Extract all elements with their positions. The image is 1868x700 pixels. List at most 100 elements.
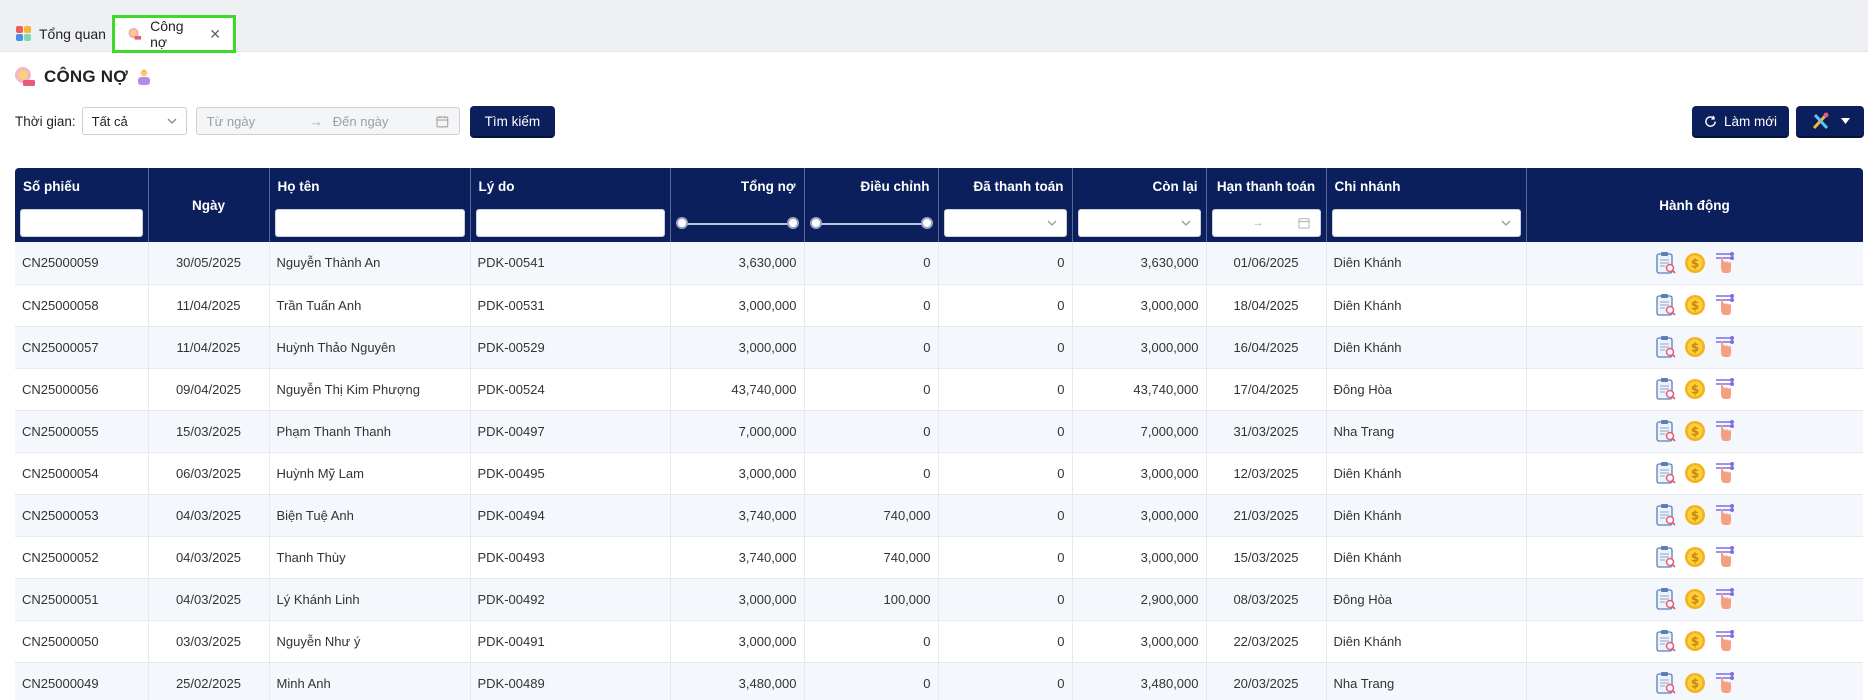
adjust-hand-icon[interactable] [1713, 419, 1735, 443]
view-detail-icon[interactable] [1655, 671, 1677, 695]
filter-con-lai-select[interactable] [1077, 208, 1201, 237]
view-detail-icon[interactable] [1655, 461, 1677, 485]
filter-ly-do-input[interactable] [475, 208, 665, 237]
cell-ly-do: PDK-00524 [470, 368, 671, 411]
view-detail-icon[interactable] [1655, 377, 1677, 401]
dashboard-icon [16, 26, 31, 41]
refresh-button[interactable]: Làm mới [1692, 106, 1789, 136]
cell-so-phieu: CN25000050 [15, 620, 149, 663]
payment-coin-icon[interactable]: $ [1684, 629, 1706, 653]
cell-so-phieu: CN25000054 [15, 452, 149, 495]
filter-chi-nhanh-select[interactable] [1331, 208, 1521, 237]
payment-coin-icon[interactable]: $ [1684, 503, 1706, 527]
payment-coin-icon[interactable]: $ [1684, 293, 1706, 317]
filter-so-phieu-input[interactable] [20, 208, 143, 237]
view-detail-icon[interactable] [1655, 419, 1677, 443]
filter-han-date-range[interactable]: → [1211, 208, 1321, 237]
col-ngay[interactable]: Ngày [148, 168, 270, 242]
cell-ngay: 04/03/2025 [148, 578, 270, 621]
payment-coin-icon[interactable]: $ [1684, 251, 1706, 275]
col-ho-ten[interactable]: Họ tên [269, 168, 471, 204]
table-row[interactable]: CN25000053 04/03/2025 Biện Tuệ Anh PDK-0… [15, 494, 1863, 537]
cell-chi-nhanh: Nha Trang [1326, 410, 1527, 453]
tools-menu-button[interactable] [1796, 106, 1864, 136]
cell-actions: $ [1526, 452, 1863, 495]
filter-dieu-chinh-slider[interactable] [809, 209, 933, 237]
adjust-hand-icon[interactable] [1713, 545, 1735, 569]
col-ly-do[interactable]: Lý do [470, 168, 671, 204]
payment-coin-icon[interactable]: $ [1684, 671, 1706, 695]
payment-coin-icon[interactable]: $ [1684, 419, 1706, 443]
col-han-thanh-toan[interactable]: Hạn thanh toán [1206, 168, 1327, 204]
cell-ngay: 15/03/2025 [148, 410, 270, 453]
table-row[interactable]: CN25000057 11/04/2025 Huỳnh Thảo Nguyên … [15, 326, 1863, 369]
adjust-hand-icon[interactable] [1713, 335, 1735, 359]
slider-max-handle[interactable] [920, 216, 933, 229]
table-row[interactable]: CN25000049 25/02/2025 Minh Anh PDK-00489… [15, 662, 1863, 700]
table-row[interactable]: CN25000058 11/04/2025 Trần Tuấn Anh PDK-… [15, 284, 1863, 327]
payment-coin-icon[interactable]: $ [1684, 587, 1706, 611]
adjust-hand-icon[interactable] [1713, 587, 1735, 611]
col-tong-no[interactable]: Tổng nợ [670, 168, 805, 204]
payment-coin-icon[interactable]: $ [1684, 545, 1706, 569]
cell-da-thanh-toan: 0 [938, 578, 1073, 621]
table-row[interactable]: CN25000056 09/04/2025 Nguyễn Thị Kim Phư… [15, 368, 1863, 411]
col-da-thanh-toan[interactable]: Đã thanh toán [938, 168, 1073, 204]
adjust-hand-icon[interactable] [1713, 251, 1735, 275]
cell-so-phieu: CN25000057 [15, 326, 149, 369]
filter-da-thanh-toan-select[interactable] [943, 208, 1067, 237]
view-detail-icon[interactable] [1655, 503, 1677, 527]
view-detail-icon[interactable] [1655, 251, 1677, 275]
calendar-icon [436, 115, 449, 127]
view-detail-icon[interactable] [1655, 587, 1677, 611]
col-chi-nhanh[interactable]: Chi nhánh [1326, 168, 1527, 204]
cell-ho-ten: Nguyễn Thị Kim Phượng [269, 368, 471, 411]
view-detail-icon[interactable] [1655, 629, 1677, 653]
to-date-input[interactable]: Đến ngày [332, 113, 389, 129]
col-con-lai[interactable]: Còn lại [1072, 168, 1207, 204]
adjust-hand-icon[interactable] [1713, 377, 1735, 401]
table-row[interactable]: CN25000059 30/05/2025 Nguyễn Thành An PD… [15, 242, 1863, 285]
table-row[interactable]: CN25000054 06/03/2025 Huỳnh Mỹ Lam PDK-0… [15, 452, 1863, 495]
table-row[interactable]: CN25000051 04/03/2025 Lý Khánh Linh PDK-… [15, 578, 1863, 621]
slider-max-handle[interactable] [786, 216, 799, 229]
view-detail-icon[interactable] [1655, 335, 1677, 359]
adjust-hand-icon[interactable] [1713, 461, 1735, 485]
table-row[interactable]: CN25000052 04/03/2025 Thanh Thùy PDK-004… [15, 536, 1863, 579]
adjust-hand-icon[interactable] [1713, 503, 1735, 527]
date-range-picker[interactable]: Từ ngày → Đến ngày [195, 107, 460, 135]
svg-text:$: $ [1690, 425, 1698, 439]
slider-min-handle[interactable] [809, 216, 822, 229]
view-detail-icon[interactable] [1655, 545, 1677, 569]
table-row[interactable]: CN25000050 03/03/2025 Nguyễn Như ý PDK-0… [15, 620, 1863, 663]
payment-coin-icon[interactable]: $ [1684, 461, 1706, 485]
table-row[interactable]: CN25000055 15/03/2025 Phạm Thanh Thanh P… [15, 410, 1863, 453]
from-date-input[interactable]: Từ ngày [206, 113, 256, 129]
calendar-icon [1297, 217, 1310, 229]
payment-coin-icon[interactable]: $ [1684, 335, 1706, 359]
tab-cong-no[interactable]: Công nợ ✕ [112, 15, 236, 53]
tab-overview[interactable]: Tổng quan [4, 17, 118, 50]
adjust-hand-icon[interactable] [1713, 293, 1735, 317]
cell-da-thanh-toan: 0 [938, 494, 1073, 537]
col-dieu-chinh[interactable]: Điều chỉnh [804, 168, 939, 204]
svg-text:$: $ [1690, 509, 1698, 523]
cell-han-thanh-toan: 31/03/2025 [1206, 410, 1327, 453]
search-button[interactable]: Tìm kiếm [469, 106, 556, 136]
payment-coin-icon[interactable]: $ [1684, 377, 1706, 401]
col-so-phieu[interactable]: Số phiếu [15, 168, 149, 204]
slider-min-handle[interactable] [675, 216, 688, 229]
filter-tong-no-slider[interactable] [675, 209, 799, 237]
cell-tong-no: 3,000,000 [670, 284, 805, 327]
adjust-hand-icon[interactable] [1713, 671, 1735, 695]
cell-ly-do: PDK-00531 [470, 284, 671, 327]
filter-bar: Thời gian: Tất cả Từ ngày → Đến ngày Tìm… [15, 106, 556, 136]
col-hanh-dong: Hành động [1526, 168, 1863, 242]
time-select[interactable]: Tất cả [81, 107, 187, 135]
close-icon[interactable]: ✕ [209, 25, 221, 42]
cell-actions: $ [1526, 284, 1863, 327]
filter-ho-ten-input[interactable] [274, 208, 465, 237]
cell-con-lai: 3,000,000 [1072, 326, 1207, 369]
view-detail-icon[interactable] [1655, 293, 1677, 317]
adjust-hand-icon[interactable] [1713, 629, 1735, 653]
